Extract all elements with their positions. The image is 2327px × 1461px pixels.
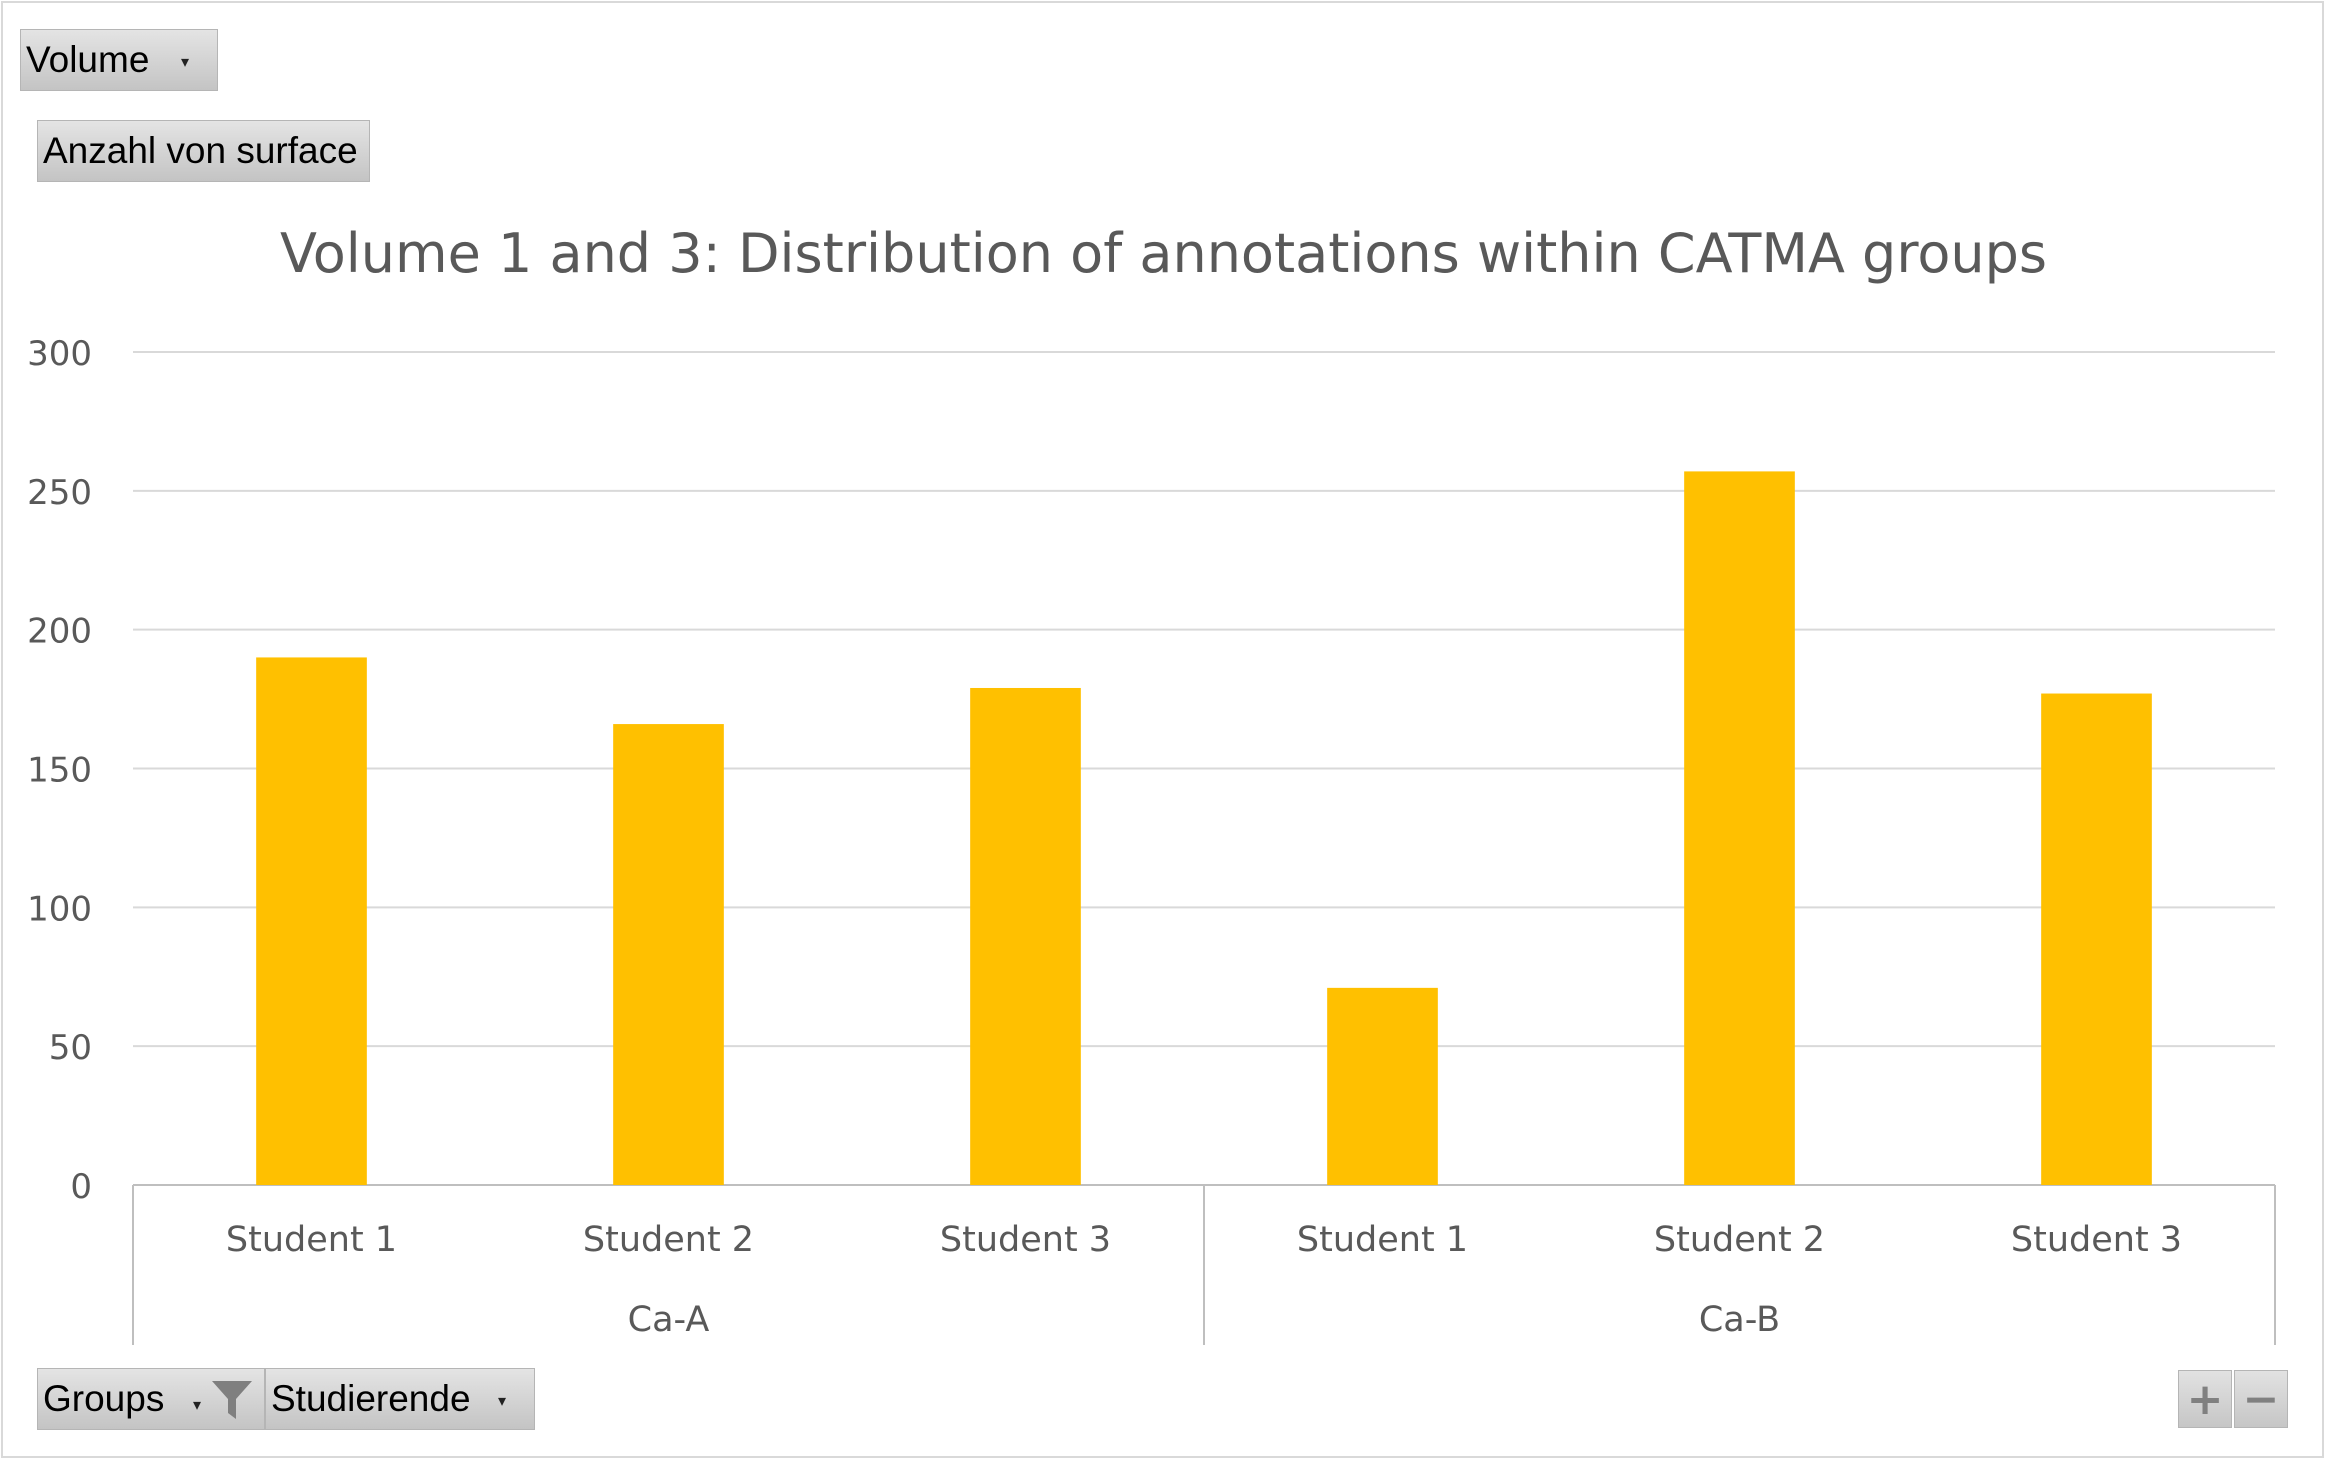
x-tick-label: Student 3	[2011, 1220, 2182, 1260]
plus-icon: +	[2187, 1374, 2224, 1425]
y-tick-label: 50	[49, 1028, 92, 1068]
x-tick-label: Student 1	[1297, 1220, 1468, 1260]
funnel-filter-icon	[210, 1379, 254, 1421]
bar	[970, 688, 1081, 1185]
bar	[613, 724, 724, 1185]
x-tick-label: Student 2	[1654, 1220, 1825, 1260]
groups-axis-button[interactable]: Groups ▾	[37, 1368, 265, 1430]
bar	[256, 657, 367, 1185]
studierende-axis-label: Studierende	[271, 1378, 471, 1420]
y-tick-label: 0	[70, 1167, 92, 1207]
expand-plus-button[interactable]: +	[2178, 1370, 2232, 1428]
dropdown-arrow-icon: ▾	[498, 1391, 506, 1411]
x-tick-label: Student 3	[940, 1220, 1111, 1260]
dropdown-arrow-icon: ▾	[193, 1395, 201, 1415]
bar	[1327, 988, 1438, 1185]
y-tick-label: 200	[27, 612, 92, 652]
studierende-axis-button[interactable]: Studierende ▾	[265, 1368, 535, 1430]
x-tick-label: Student 2	[583, 1220, 754, 1260]
collapse-minus-button[interactable]: −	[2234, 1370, 2288, 1428]
groups-axis-label: Groups	[43, 1378, 164, 1420]
bar	[2041, 694, 2152, 1185]
y-tick-label: 100	[27, 889, 92, 929]
minus-icon: −	[2243, 1374, 2280, 1425]
group-label: Ca-B	[1699, 1300, 1780, 1340]
x-tick-label: Student 1	[226, 1220, 397, 1260]
y-tick-label: 300	[27, 334, 92, 374]
group-label: Ca-A	[628, 1300, 710, 1340]
y-tick-label: 150	[27, 751, 92, 791]
y-tick-label: 250	[27, 473, 92, 513]
bar	[1684, 471, 1795, 1185]
